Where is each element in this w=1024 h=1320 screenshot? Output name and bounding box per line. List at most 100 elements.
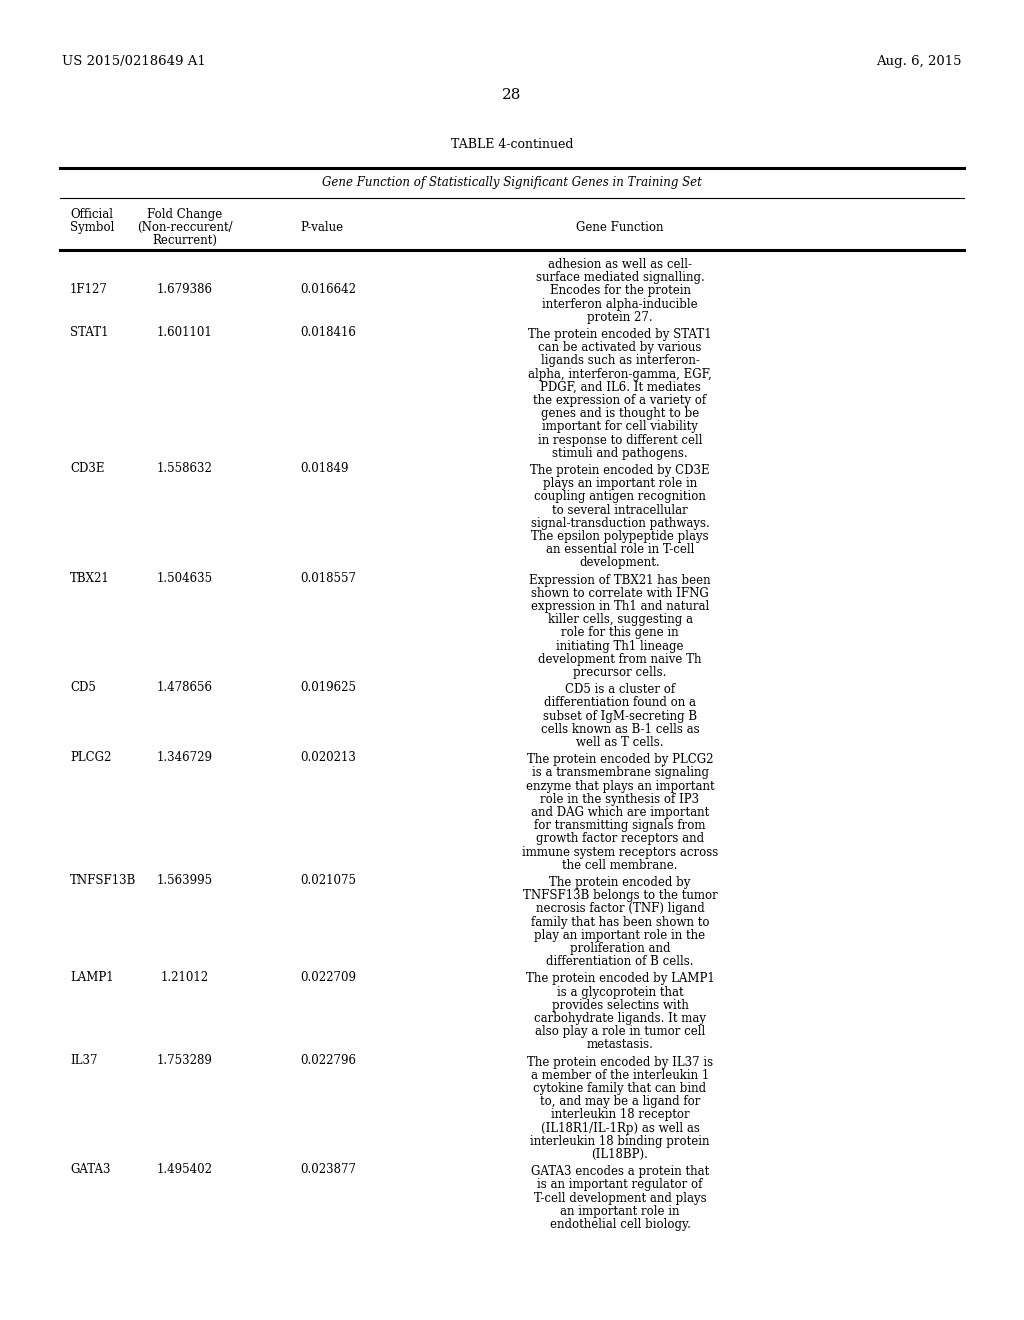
Text: CD3E: CD3E	[70, 462, 104, 475]
Text: The protein encoded by LAMP1: The protein encoded by LAMP1	[525, 973, 715, 986]
Text: important for cell viability: important for cell viability	[542, 420, 698, 433]
Text: is a glycoprotein that: is a glycoprotein that	[557, 986, 683, 999]
Text: TABLE 4-continued: TABLE 4-continued	[451, 139, 573, 150]
Text: GATA3: GATA3	[70, 1163, 111, 1176]
Text: (IL18R1/IL-1Rp) as well as: (IL18R1/IL-1Rp) as well as	[541, 1122, 699, 1135]
Text: role in the synthesis of IP3: role in the synthesis of IP3	[541, 793, 699, 805]
Text: genes and is thought to be: genes and is thought to be	[541, 407, 699, 420]
Text: 1F127: 1F127	[70, 282, 108, 296]
Text: CD5 is a cluster of: CD5 is a cluster of	[565, 684, 675, 696]
Text: initiating Th1 lineage: initiating Th1 lineage	[556, 640, 684, 652]
Text: 28: 28	[503, 88, 521, 102]
Text: The protein encoded by IL37 is: The protein encoded by IL37 is	[527, 1056, 713, 1069]
Text: to several intracellular: to several intracellular	[552, 504, 688, 516]
Text: PDGF, and IL6. It mediates: PDGF, and IL6. It mediates	[540, 380, 700, 393]
Text: Encodes for the protein: Encodes for the protein	[550, 284, 690, 297]
Text: an important role in: an important role in	[560, 1205, 680, 1218]
Text: precursor cells.: precursor cells.	[573, 667, 667, 678]
Text: well as T cells.: well as T cells.	[577, 737, 664, 748]
Text: Fold Change: Fold Change	[147, 209, 222, 220]
Text: and DAG which are important: and DAG which are important	[530, 807, 710, 818]
Text: interleukin 18 receptor: interleukin 18 receptor	[551, 1109, 689, 1122]
Text: 1.21012: 1.21012	[161, 970, 209, 983]
Text: ligands such as interferon-: ligands such as interferon-	[541, 354, 699, 367]
Text: 1.563995: 1.563995	[157, 874, 213, 887]
Text: role for this gene in: role for this gene in	[561, 627, 679, 639]
Text: stimuli and pathogens.: stimuli and pathogens.	[552, 446, 688, 459]
Text: family that has been shown to: family that has been shown to	[530, 916, 710, 928]
Text: Official: Official	[70, 209, 113, 220]
Text: subset of IgM-secreting B: subset of IgM-secreting B	[543, 710, 697, 722]
Text: Aug. 6, 2015: Aug. 6, 2015	[877, 55, 962, 69]
Text: enzyme that plays an important: enzyme that plays an important	[525, 780, 715, 792]
Text: 1.504635: 1.504635	[157, 572, 213, 585]
Text: expression in Th1 and natural: expression in Th1 and natural	[530, 601, 710, 612]
Text: The epsilon polypeptide plays: The epsilon polypeptide plays	[531, 531, 709, 543]
Text: 1.679386: 1.679386	[157, 282, 213, 296]
Text: surface mediated signalling.: surface mediated signalling.	[536, 271, 705, 284]
Text: development.: development.	[580, 557, 660, 569]
Text: 0.020213: 0.020213	[300, 751, 356, 764]
Text: metastasis.: metastasis.	[587, 1039, 653, 1052]
Text: play an important role in the: play an important role in the	[535, 929, 706, 941]
Text: proliferation and: proliferation and	[569, 942, 671, 954]
Text: cytokine family that can bind: cytokine family that can bind	[534, 1082, 707, 1096]
Text: Recurrent): Recurrent)	[153, 234, 217, 247]
Text: The protein encoded by STAT1: The protein encoded by STAT1	[528, 327, 712, 341]
Text: 0.021075: 0.021075	[300, 874, 356, 887]
Text: also play a role in tumor cell: also play a role in tumor cell	[535, 1026, 706, 1039]
Text: (IL18BP).: (IL18BP).	[592, 1148, 648, 1162]
Text: the expression of a variety of: the expression of a variety of	[534, 393, 707, 407]
Text: coupling antigen recognition: coupling antigen recognition	[535, 491, 706, 503]
Text: GATA3 encodes a protein that: GATA3 encodes a protein that	[530, 1166, 710, 1179]
Text: 0.018557: 0.018557	[300, 572, 356, 585]
Text: 1.478656: 1.478656	[157, 681, 213, 694]
Text: shown to correlate with IFNG: shown to correlate with IFNG	[531, 587, 709, 599]
Text: endothelial cell biology.: endothelial cell biology.	[550, 1218, 690, 1232]
Text: cells known as B-1 cells as: cells known as B-1 cells as	[541, 723, 699, 735]
Text: (Non-reccurent/: (Non-reccurent/	[137, 220, 232, 234]
Text: TNFSF13B belongs to the tumor: TNFSF13B belongs to the tumor	[522, 890, 718, 902]
Text: growth factor receptors and: growth factor receptors and	[536, 833, 705, 845]
Text: immune system receptors across: immune system receptors across	[522, 846, 718, 858]
Text: Gene Function of Statistically Significant Genes in Training Set: Gene Function of Statistically Significa…	[323, 176, 701, 189]
Text: interferon alpha-inducible: interferon alpha-inducible	[542, 297, 697, 310]
Text: CD5: CD5	[70, 681, 96, 694]
Text: 0.016642: 0.016642	[300, 282, 356, 296]
Text: a member of the interleukin 1: a member of the interleukin 1	[530, 1069, 710, 1082]
Text: for transmitting signals from: for transmitting signals from	[535, 820, 706, 832]
Text: IL37: IL37	[70, 1053, 97, 1067]
Text: TNFSF13B: TNFSF13B	[70, 874, 136, 887]
Text: 0.023877: 0.023877	[300, 1163, 356, 1176]
Text: PLCG2: PLCG2	[70, 751, 112, 764]
Text: is an important regulator of: is an important regulator of	[538, 1179, 702, 1192]
Text: can be activated by various: can be activated by various	[539, 341, 701, 354]
Text: 1.753289: 1.753289	[157, 1053, 213, 1067]
Text: 0.022709: 0.022709	[300, 970, 356, 983]
Text: protein 27.: protein 27.	[587, 310, 653, 323]
Text: differentiation of B cells.: differentiation of B cells.	[546, 956, 693, 968]
Text: in response to different cell: in response to different cell	[538, 433, 702, 446]
Text: 1.346729: 1.346729	[157, 751, 213, 764]
Text: The protein encoded by CD3E: The protein encoded by CD3E	[530, 465, 710, 477]
Text: The protein encoded by: The protein encoded by	[549, 876, 690, 888]
Text: is a transmembrane signaling: is a transmembrane signaling	[531, 767, 709, 779]
Text: LAMP1: LAMP1	[70, 970, 114, 983]
Text: 1.495402: 1.495402	[157, 1163, 213, 1176]
Text: 1.558632: 1.558632	[157, 462, 213, 475]
Text: 0.022796: 0.022796	[300, 1053, 356, 1067]
Text: provides selectins with: provides selectins with	[552, 999, 688, 1012]
Text: carbohydrate ligands. It may: carbohydrate ligands. It may	[534, 1012, 706, 1026]
Text: development from naive Th: development from naive Th	[539, 653, 701, 665]
Text: 0.01849: 0.01849	[300, 462, 348, 475]
Text: US 2015/0218649 A1: US 2015/0218649 A1	[62, 55, 206, 69]
Text: Symbol: Symbol	[70, 220, 115, 234]
Text: plays an important role in: plays an important role in	[543, 478, 697, 490]
Text: 1.601101: 1.601101	[157, 326, 213, 339]
Text: TBX21: TBX21	[70, 572, 110, 585]
Text: to, and may be a ligand for: to, and may be a ligand for	[540, 1096, 700, 1109]
Text: Expression of TBX21 has been: Expression of TBX21 has been	[529, 574, 711, 586]
Text: an essential role in T-cell: an essential role in T-cell	[546, 544, 694, 556]
Text: the cell membrane.: the cell membrane.	[562, 859, 678, 871]
Text: signal-transduction pathways.: signal-transduction pathways.	[530, 517, 710, 529]
